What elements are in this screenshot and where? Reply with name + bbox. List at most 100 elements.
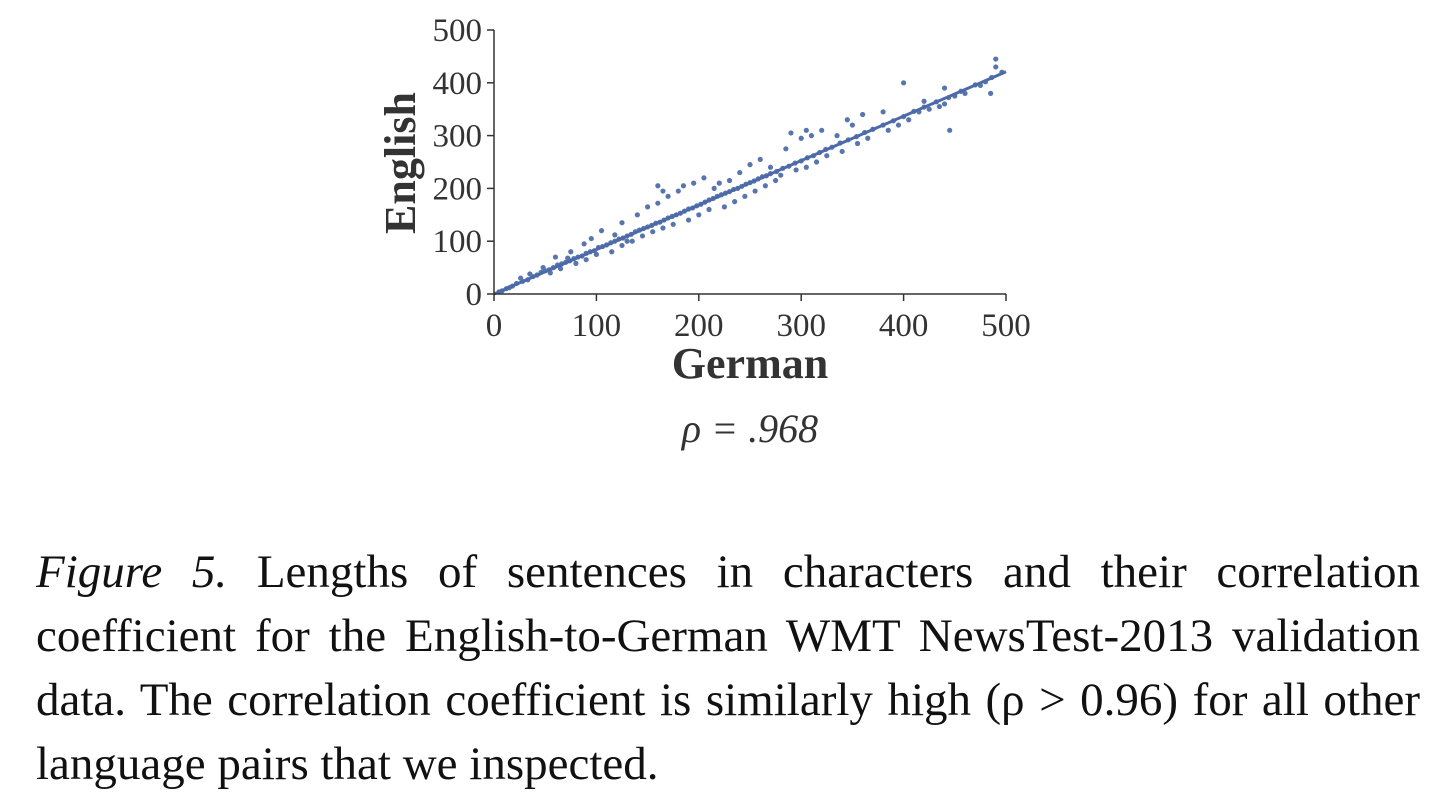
data-point — [813, 159, 820, 165]
data-point — [619, 242, 625, 249]
data-point — [783, 146, 789, 152]
data-point — [849, 122, 856, 128]
data-point — [665, 193, 671, 199]
x-ticks: 0 100 200 300 400 500 — [486, 294, 1031, 344]
regression-line — [493, 70, 1007, 296]
figure-caption: Figure 5. Lengths of sentences in charac… — [36, 540, 1420, 796]
data-point — [742, 193, 748, 199]
data-point — [583, 257, 589, 263]
data-point — [803, 164, 809, 170]
data-point — [573, 260, 579, 266]
data-point — [993, 56, 999, 62]
y-ticks: 0 100 200 300 400 500 — [433, 13, 494, 313]
data-point — [824, 153, 830, 159]
x-tick-label: 0 — [486, 308, 503, 344]
data-point — [619, 220, 625, 226]
data-point — [844, 117, 850, 123]
data-point — [798, 135, 804, 141]
data-point — [901, 80, 907, 86]
data-point — [706, 206, 712, 213]
data-point — [788, 130, 794, 136]
data-point — [854, 140, 861, 147]
x-tick-label: 300 — [776, 308, 826, 344]
data-point — [947, 127, 953, 133]
x-axis-label: German — [672, 339, 828, 388]
x-tick-label: 200 — [674, 308, 724, 344]
data-point — [696, 212, 702, 218]
y-tick-label: 0 — [466, 277, 483, 313]
data-point — [691, 180, 697, 186]
scatter-chart: 0 100 200 300 400 500 0 100 200 300 400 500 German… — [376, 13, 1031, 451]
data-point — [737, 169, 743, 176]
data-point — [773, 177, 779, 184]
data-point — [675, 188, 681, 194]
data-point — [752, 188, 758, 194]
x-tick-label: 500 — [981, 308, 1031, 344]
data-point — [726, 177, 733, 184]
data-point — [670, 221, 676, 227]
data-point — [993, 64, 999, 70]
data-point — [906, 117, 912, 123]
data-point — [650, 229, 656, 235]
data-point — [645, 204, 651, 210]
data-point — [808, 133, 815, 139]
data-point — [860, 111, 866, 118]
data-point — [941, 101, 948, 107]
data-point — [721, 204, 728, 210]
data-point — [762, 183, 768, 189]
data-point — [568, 249, 574, 255]
data-point — [865, 135, 871, 141]
x-tick-label: 400 — [879, 308, 929, 344]
data-point — [747, 162, 753, 168]
data-point — [655, 183, 661, 189]
data-point — [716, 180, 722, 186]
y-tick-label: 500 — [433, 13, 483, 49]
data-point — [936, 103, 943, 110]
y-tick-label: 100 — [433, 224, 483, 260]
data-point — [629, 238, 635, 244]
data-point — [598, 228, 605, 234]
data-point — [885, 127, 891, 133]
data-point — [634, 212, 640, 218]
data-point — [655, 200, 661, 206]
data-point — [581, 241, 587, 247]
data-point — [803, 127, 809, 133]
data-point — [921, 98, 927, 104]
data-point — [660, 225, 666, 231]
data-point — [518, 275, 524, 281]
data-point — [552, 254, 559, 260]
caption-label: Figure 5. — [36, 546, 228, 598]
data-point — [793, 167, 799, 173]
data-point — [941, 85, 948, 91]
caption-text: Lengths of sentences in characters and t… — [36, 546, 1420, 790]
data-point — [834, 133, 840, 139]
data-point — [757, 156, 763, 162]
data-point — [701, 175, 707, 181]
data-point — [593, 251, 600, 257]
y-tick-label: 200 — [433, 171, 483, 207]
data-point — [565, 255, 571, 261]
y-axis-label: English — [376, 92, 425, 234]
data-point — [680, 183, 687, 189]
y-tick-label: 400 — [433, 66, 483, 102]
data-point — [588, 235, 594, 242]
data-point — [895, 122, 902, 128]
data-point — [685, 217, 692, 223]
data-point — [880, 109, 886, 115]
data-point — [962, 90, 968, 96]
data-point — [839, 148, 845, 155]
data-point — [778, 172, 784, 178]
data-point — [609, 249, 615, 255]
data-point — [557, 266, 564, 272]
data-point — [639, 233, 646, 239]
y-tick-label: 300 — [433, 119, 483, 155]
data-point — [540, 265, 546, 271]
data-point — [767, 164, 774, 170]
rho-annotation: ρ = .968 — [680, 406, 818, 451]
data-point — [527, 271, 533, 277]
data-point — [732, 199, 738, 205]
data-point — [660, 188, 666, 194]
data-point — [624, 238, 630, 244]
data-point — [612, 232, 618, 238]
x-tick-label: 100 — [572, 308, 622, 344]
